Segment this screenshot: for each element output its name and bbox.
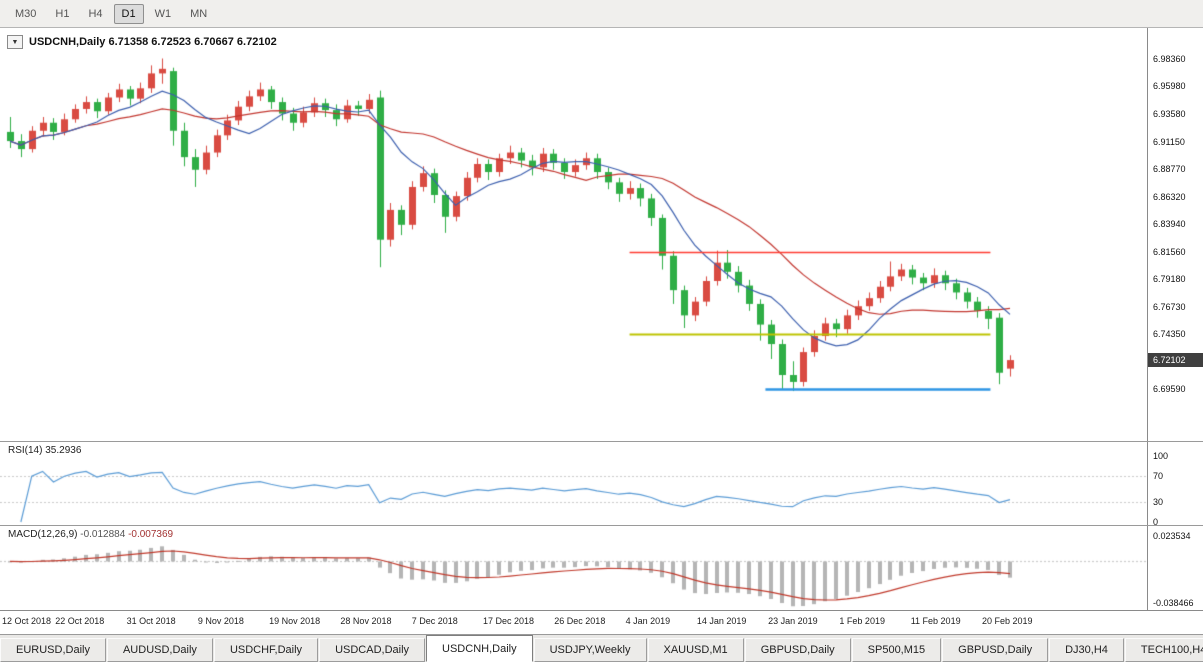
timeframe-button-mn[interactable]: MN: [190, 7, 208, 20]
rsi-name: RSI(14): [8, 445, 43, 456]
chart-symbol-label: USDCNH,Daily: [29, 36, 106, 48]
price-axis-label: 6.88770: [1153, 163, 1186, 174]
price-axis-label: 6.69590: [1153, 383, 1186, 394]
chart-tab-gbpusd-daily[interactable]: GBPUSD,Daily: [744, 638, 851, 662]
timeframe-button-m30[interactable]: M30: [15, 7, 37, 20]
chart-tab-audusd-daily[interactable]: AUDUSD,Daily: [106, 638, 213, 662]
chart-tab-tech100-h4[interactable]: TECH100,H4: [1124, 638, 1203, 662]
chart-tab-eurusd-daily[interactable]: EURUSD,Daily: [0, 638, 106, 662]
chart-objects-dropdown[interactable]: ▼: [7, 35, 23, 49]
price-axis-label: 6.98360: [1153, 53, 1186, 64]
time-axis-label: 22 Oct 2018: [55, 616, 105, 626]
time-axis-label: 19 Nov 2018: [269, 616, 321, 626]
chart-tab-dj30-h4[interactable]: DJ30,H4: [1049, 638, 1124, 662]
macd-signal-value: -0.007369: [128, 529, 174, 540]
chart-tab-sp500-m15[interactable]: SP500,M15: [851, 638, 942, 662]
time-axis-label: 26 Dec 2018: [554, 616, 606, 626]
rsi-axis-label: 100: [1153, 451, 1169, 461]
chart-title: ▼ USDCNH,Daily 6.71358 6.72523 6.70667 6…: [7, 35, 277, 49]
rsi-axis-label: 0: [1153, 517, 1159, 527]
time-axis-label: 7 Dec 2018: [411, 616, 458, 626]
chart-tab-usdcad-daily[interactable]: USDCAD,Daily: [319, 638, 426, 662]
price-axis-label: 6.83940: [1153, 219, 1186, 230]
macd-indicator-label: MACD(12,26,9) -0.012884 -0.007369: [8, 529, 173, 540]
price-axis-label: 6.93580: [1153, 108, 1186, 119]
rsi-indicator-label: RSI(14) 35.2936: [8, 445, 81, 456]
time-axis-label: 17 Dec 2018: [483, 616, 535, 626]
time-axis-label: 31 Oct 2018: [126, 616, 176, 626]
timeframe-button-w1[interactable]: W1: [154, 7, 172, 20]
price-axis-label: 6.81560: [1153, 246, 1186, 257]
chart-tab-usdcnh-daily[interactable]: USDCNH,Daily: [426, 635, 533, 662]
chart-tab-xauusd-m1[interactable]: XAUUSD,M1: [647, 638, 744, 662]
time-axis[interactable]: 12 Oct 2018 22 Oct 2018 31 Oct 2018 9 Nov 2…: [0, 610, 1203, 634]
rsi-value: 35.2936: [45, 445, 82, 456]
time-axis-label: 23 Jan 2019: [768, 616, 818, 626]
chart-tab-usdchf-daily[interactable]: USDCHF,Daily: [213, 638, 319, 662]
time-axis-label: 14 Jan 2019: [696, 616, 747, 626]
chevron-down-icon: ▼: [11, 38, 19, 46]
chart-window: ▼ USDCNH,Daily 6.71358 6.72523 6.70667 6…: [0, 28, 1203, 634]
time-axis-label: 28 Nov 2018: [340, 616, 392, 626]
macd-axis-label: -0.038466: [1153, 598, 1194, 609]
time-axis-label: 9 Nov 2018: [197, 616, 244, 626]
current-price-badge: 6.72102: [1148, 353, 1203, 368]
time-axis-label: 12 Oct 2018: [2, 616, 52, 626]
macd-axis-label: 0.023534: [1153, 531, 1191, 542]
time-axis-label: 11 Feb 2019: [910, 616, 961, 626]
chart-tab-gbpusd-daily[interactable]: GBPUSD,Daily: [942, 638, 1049, 662]
rsi-axis-label: 70: [1153, 470, 1164, 481]
price-axis-label: 6.86320: [1153, 192, 1186, 203]
pane-separator[interactable]: [0, 525, 1203, 526]
price-axis-label: 6.95980: [1153, 81, 1186, 92]
time-axis-label: 4 Jan 2019: [625, 616, 671, 626]
macd-main-value: -0.012884: [80, 529, 126, 540]
price-chart-canvas[interactable]: [0, 28, 1147, 610]
chart-ohlc-values: 6.71358 6.72523 6.70667 6.72102: [108, 36, 277, 48]
rsi-axis-label: 30: [1153, 497, 1164, 508]
timeframe-button-h4[interactable]: H4: [88, 7, 103, 20]
macd-name: MACD(12,26,9): [8, 529, 78, 540]
price-axis-label: 6.91150: [1153, 136, 1185, 147]
pane-separator[interactable]: [0, 441, 1203, 442]
timeframe-toolbar: M30 H1 H4 D1 W1 MN: [0, 0, 1203, 28]
timeframe-button-h1[interactable]: H1: [55, 7, 70, 20]
price-axis-label: 6.79180: [1153, 273, 1186, 284]
time-axis-label: 20 Feb 2019: [982, 616, 1033, 626]
timeframe-button-d1[interactable]: D1: [113, 3, 144, 24]
chart-tabbar: EURUSD,Daily AUDUSD,Daily USDCHF,Daily USDC…: [0, 634, 1203, 662]
chart-tab-usdjpy-weekly[interactable]: USDJPY,Weekly: [533, 638, 647, 662]
price-axis-label: 6.76730: [1153, 302, 1186, 313]
time-axis-label: 1 Feb 2019: [839, 616, 885, 626]
price-axis-label: 6.74350: [1153, 329, 1186, 340]
price-axis[interactable]: 6.72102 6.98360 6.95980 6.93580 6.91150 6.88…: [1147, 28, 1203, 610]
